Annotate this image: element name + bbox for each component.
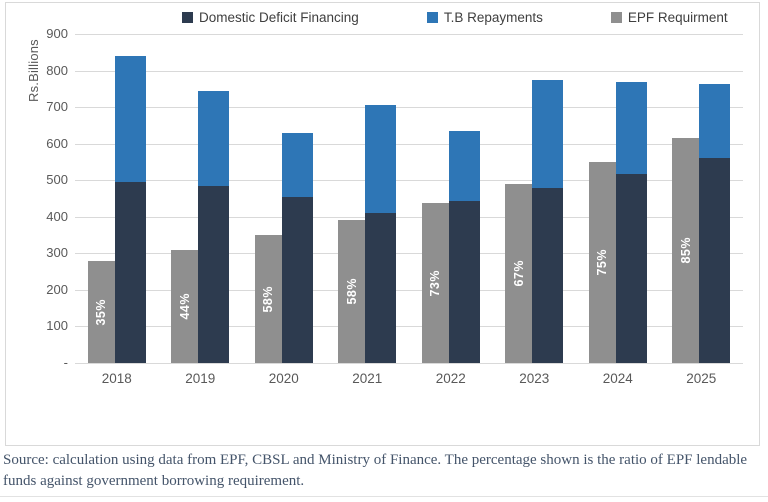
tb-repayments-bar-2021 xyxy=(365,104,397,214)
tb-repayments-bar-2019 xyxy=(198,90,230,187)
legend-swatch-icon xyxy=(182,12,193,23)
x-tick-label-2019: 2019 xyxy=(185,371,216,386)
epf-bar-2021: 58% xyxy=(338,220,366,363)
epf-bar-2025: 85% xyxy=(672,138,700,363)
epf-pct-label: 44% xyxy=(177,293,192,320)
domestic-deficit-bar-2019 xyxy=(198,186,230,363)
domestic-deficit-bar-2023 xyxy=(532,187,564,363)
gridline-600 xyxy=(75,143,743,145)
epf-bar-2019: 44% xyxy=(171,249,199,363)
tb-repayments-bar-2023 xyxy=(532,80,564,188)
y-tick-label-500: 500 xyxy=(46,172,68,188)
source-note: Source: calculation using data from EPF,… xyxy=(3,452,748,489)
epf-bar-2024: 75% xyxy=(588,161,616,363)
y-tick-label-200: 200 xyxy=(46,281,68,297)
x-tick-label-2022: 2022 xyxy=(435,371,466,386)
legend-label: EPF Requirment xyxy=(627,10,728,25)
epf-bar-2023: 67% xyxy=(505,183,533,363)
bottom-divider xyxy=(0,496,768,497)
epf-pct-label: 58% xyxy=(261,285,276,313)
gridline-300 xyxy=(75,253,743,255)
domestic-deficit-bar-2022 xyxy=(448,200,480,363)
gridline-800 xyxy=(75,70,743,72)
x-tick-label-2021: 2021 xyxy=(352,371,383,386)
gridline-700 xyxy=(75,107,743,109)
tb-repayments-bar-2020 xyxy=(281,133,313,197)
tb-repayments-bar-2024 xyxy=(615,82,647,174)
gridline-100 xyxy=(75,326,743,328)
y-tick-label-900: 900 xyxy=(46,26,68,41)
legend-item-2: T.B Repayments xyxy=(426,10,543,25)
legend-item-3: EPF Requirment xyxy=(610,10,728,25)
epf-pct-label: 75% xyxy=(595,249,610,276)
legend-swatch-icon xyxy=(610,12,622,23)
gridline-400 xyxy=(75,216,743,218)
epf-pct-label: 67% xyxy=(511,260,526,287)
y-tick-label-400: 400 xyxy=(46,208,68,224)
epf-bar-2022: 73% xyxy=(421,203,449,363)
y-tick-label-700: 700 xyxy=(46,99,68,115)
epf-pct-label: 85% xyxy=(678,237,693,264)
domestic-deficit-bar-2018 xyxy=(114,182,146,363)
epf-pct-label: 73% xyxy=(428,269,443,297)
x-tick-label-2025: 2025 xyxy=(686,371,717,386)
y-tick-label-600: 600 xyxy=(46,135,68,151)
legend-label: T.B Repayments xyxy=(443,10,543,25)
domestic-deficit-bar-2024 xyxy=(615,173,647,363)
x-tick-label-2020: 2020 xyxy=(268,371,299,386)
tb-repayments-bar-2025 xyxy=(699,84,731,159)
legend-item-1: Domestic Deficit Financing xyxy=(182,10,359,25)
tb-repayments-bar-2018 xyxy=(114,55,146,183)
tb-repayments-bar-2022 xyxy=(448,130,480,201)
domestic-deficit-bar-2020 xyxy=(281,196,313,363)
y-tick-label-800: 800 xyxy=(46,62,68,78)
domestic-deficit-bar-2021 xyxy=(365,213,397,363)
legend-swatch-icon xyxy=(426,12,438,23)
epf-pct-label: 35% xyxy=(94,298,109,326)
gridline-900 xyxy=(75,34,743,35)
epf-bar-2020: 58% xyxy=(254,235,282,363)
gridline-200 xyxy=(75,289,743,291)
epf-pct-label: 58% xyxy=(344,278,359,305)
y-tick-label-300: 300 xyxy=(46,245,68,261)
gridline-500 xyxy=(75,180,743,182)
y-tick-label-0: - xyxy=(63,355,68,370)
chart-panel: Domestic Deficit Financing T.B Repayments… xyxy=(5,2,760,446)
epf-bar-2018: 35% xyxy=(87,261,115,363)
x-tick-label-2018: 2018 xyxy=(101,371,132,386)
x-tick-label-2024: 2024 xyxy=(602,371,633,386)
gridline-0 xyxy=(75,363,743,364)
domestic-deficit-bar-2025 xyxy=(699,158,731,363)
chart-legend: Domestic Deficit Financing T.B Repayments… xyxy=(182,10,728,25)
legend-label: Domestic Deficit Financing xyxy=(199,10,359,25)
x-tick-label-2023: 2023 xyxy=(519,371,550,386)
y-tick-label-100: 100 xyxy=(46,318,68,334)
